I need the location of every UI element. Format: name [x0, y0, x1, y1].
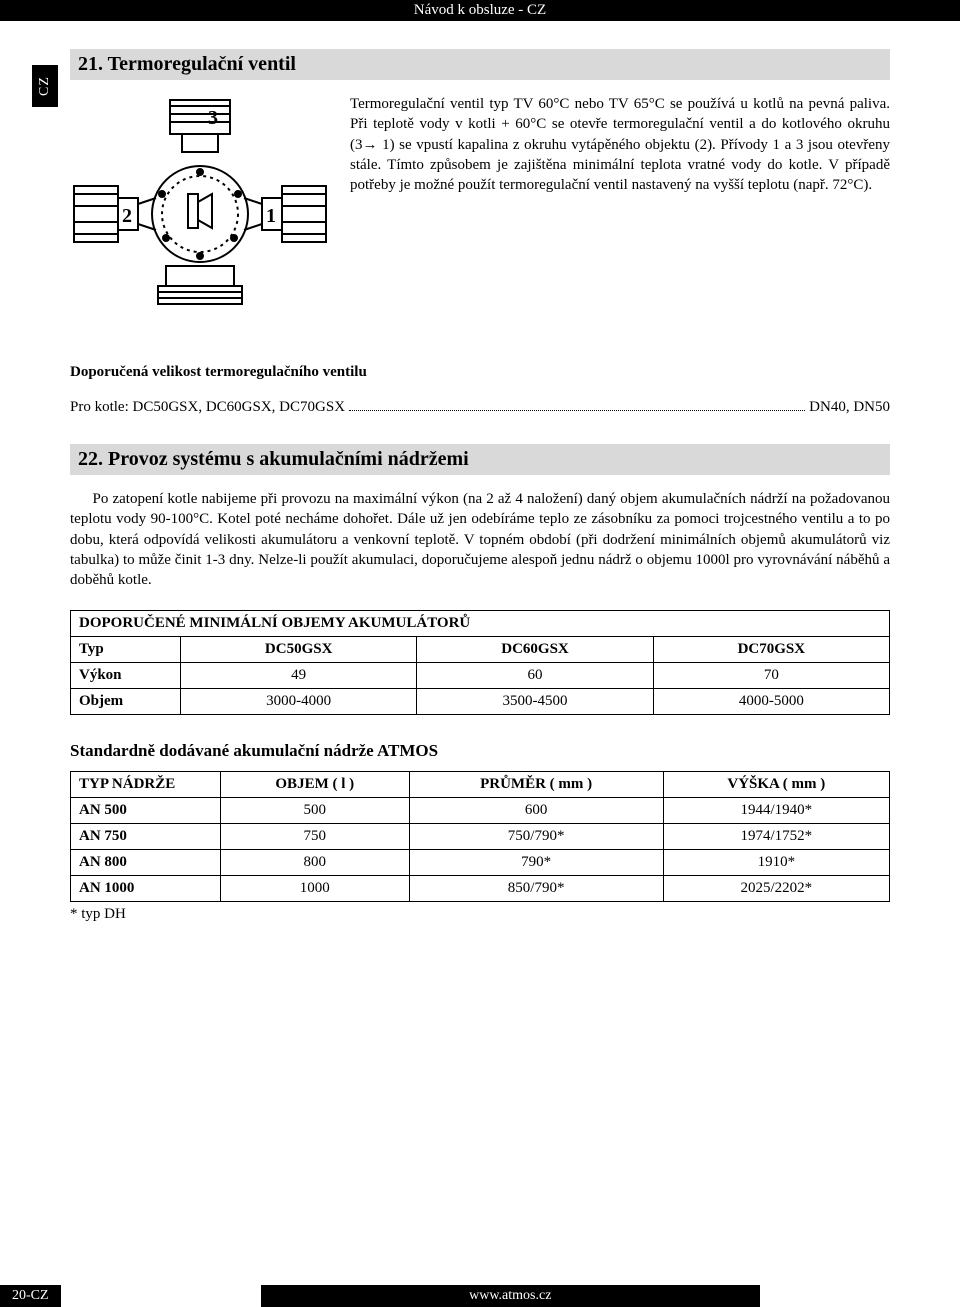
accumulator-table: DOPORUČENÉ MINIMÁLNÍ OBJEMY AKUMULÁTORŮ …: [70, 610, 890, 715]
dots: [349, 410, 805, 411]
recommended-left: Pro kotle: DC50GSX, DC60GSX, DC70GSX: [70, 399, 345, 416]
t1-caption: DOPORUČENÉ MINIMÁLNÍ OBJEMY AKUMULÁTORŮ: [71, 611, 890, 637]
section-22-paragraph: Po zatopení kotle nabijeme při provozu n…: [70, 489, 890, 590]
side-tab: CZ: [32, 65, 58, 107]
t1-vol-2: 4000-5000: [653, 689, 889, 715]
valve-diagram: 3 2 1: [70, 94, 330, 324]
t1-col-1: DC60GSX: [417, 637, 653, 663]
t1-col-0: DC50GSX: [181, 637, 417, 663]
section-22-title-bar: 22. Provoz systému s akumulačními nádrže…: [70, 444, 890, 475]
footer: 20-CZ www.atmos.cz: [0, 1285, 960, 1307]
t1-row-power: Výkon: [71, 663, 181, 689]
t2-h0: TYP NÁDRŽE: [71, 772, 221, 798]
recommended-line: Pro kotle: DC50GSX, DC60GSX, DC70GSX DN4…: [70, 399, 890, 416]
t2-h3: VÝŠKA ( mm ): [663, 772, 889, 798]
section-21-paragraph: Termoregulační ventil typ TV 60°C nebo T…: [350, 94, 890, 324]
fig-label-2: 2: [122, 205, 132, 227]
std-tanks-heading: Standardně dodávané akumulační nádrže AT…: [70, 741, 890, 761]
recommended-heading: Doporučená velikost termoregulačního ven…: [70, 364, 890, 381]
recommended-right: DN40, DN50: [809, 399, 890, 416]
t1-vol-0: 3000-4000: [181, 689, 417, 715]
t1-col-2: DC70GSX: [653, 637, 889, 663]
page-header: Návod k obsluze - CZ: [0, 0, 960, 21]
fig-label-3: 3: [208, 107, 218, 129]
section-21-title-bar: 21. Termoregulační ventil: [70, 49, 890, 80]
footer-page: 20-CZ: [0, 1285, 61, 1307]
table-row: AN 800 800 790* 1910*: [71, 850, 890, 876]
header-text: Návod k obsluze - CZ: [414, 2, 546, 18]
footer-url: www.atmos.cz: [261, 1285, 760, 1307]
table-row: AN 1000 1000 850/790* 2025/2202*: [71, 876, 890, 902]
t2-h2: PRŮMĚR ( mm ): [409, 772, 663, 798]
t1-row-vol: Objem: [71, 689, 181, 715]
t1-power-0: 49: [181, 663, 417, 689]
section-21-title: 21. Termoregulační ventil: [78, 53, 882, 76]
table-row: AN 500 500 600 1944/1940*: [71, 798, 890, 824]
fig-label-1: 1: [266, 205, 276, 227]
page-content: 21. Termoregulační ventil: [0, 21, 960, 923]
table-row: AN 750 750 750/790* 1974/1752*: [71, 824, 890, 850]
side-tab-text: CZ: [37, 76, 53, 96]
t1-row-typ: Typ: [71, 637, 181, 663]
t2-h1: OBJEM ( l ): [221, 772, 410, 798]
section-22-title: 22. Provoz systému s akumulačními nádrže…: [78, 448, 882, 471]
t1-vol-1: 3500-4500: [417, 689, 653, 715]
t1-power-2: 70: [653, 663, 889, 689]
tanks-table: TYP NÁDRŽE OBJEM ( l ) PRŮMĚR ( mm ) VÝŠ…: [70, 771, 890, 902]
t1-power-1: 60: [417, 663, 653, 689]
t2-footnote: * typ DH: [70, 906, 890, 923]
section-21-body: 3 2 1 Termoregulační ventil typ TV 60°C …: [70, 94, 890, 324]
